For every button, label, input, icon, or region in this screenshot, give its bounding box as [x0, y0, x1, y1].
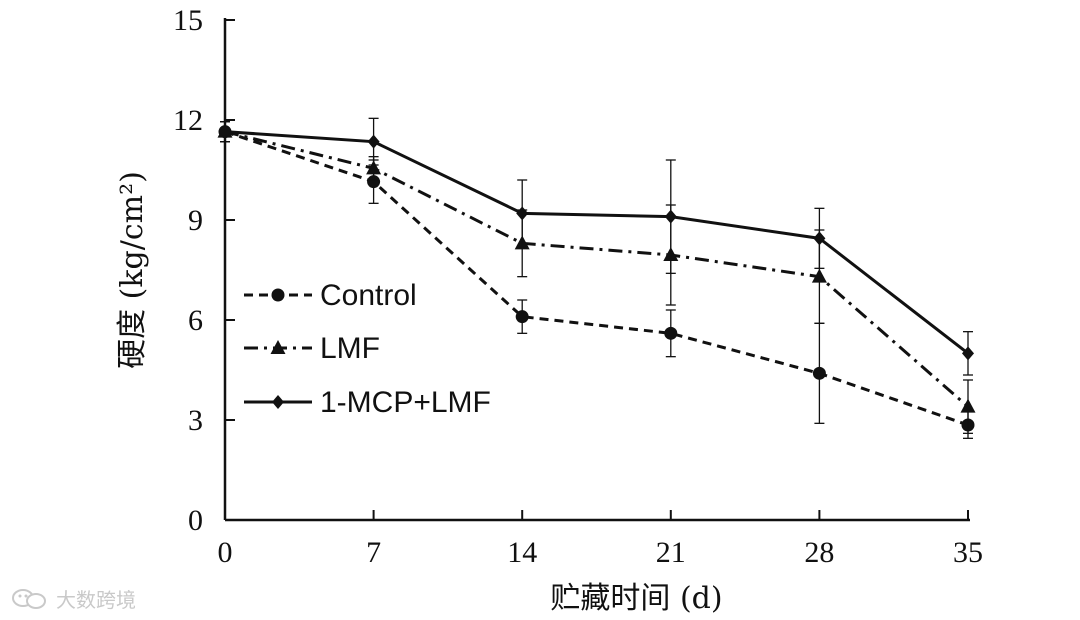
legend-item: 1-MCP+LMF — [244, 386, 491, 419]
x-axis-title: 贮藏时间 (d) — [550, 581, 722, 616]
legend-marker — [272, 395, 284, 409]
y-tick-label: 12 — [173, 104, 203, 137]
watermark: 大数跨境 — [10, 584, 136, 613]
legend-item: LMF — [244, 332, 380, 365]
y-tick-label: 3 — [188, 404, 203, 437]
legend-label: LMF — [320, 332, 380, 365]
series-line — [224, 130, 969, 408]
x-tick-label: 14 — [507, 536, 537, 569]
data-point — [811, 268, 827, 283]
x-tick-label: 7 — [366, 536, 381, 569]
y-tick-label: 6 — [188, 304, 203, 337]
data-point — [366, 160, 382, 175]
x-tick-label: 21 — [656, 536, 686, 569]
y-tick-label: 0 — [188, 504, 203, 537]
data-point — [367, 134, 380, 149]
data-point — [813, 231, 826, 246]
y-tick-label: 15 — [173, 4, 203, 37]
data-point — [367, 175, 381, 189]
wechat-logo-icon — [12, 588, 46, 609]
data-point — [812, 366, 826, 380]
axes — [223, 18, 970, 522]
data-point — [516, 206, 529, 221]
legend-marker — [270, 340, 286, 354]
data-point — [515, 310, 529, 324]
x-tick-label: 0 — [218, 536, 233, 569]
watermark-text: 大数跨境 — [56, 588, 136, 612]
series-1-mcp-lmf — [219, 117, 974, 376]
y-axis-title: 硬度 (kg/cm²) — [115, 171, 150, 369]
legend-item: Control — [244, 279, 417, 312]
y-tick-label: 9 — [188, 204, 203, 237]
data-point — [664, 209, 677, 224]
data-point — [664, 326, 678, 340]
x-tick-label: 28 — [804, 536, 834, 569]
data-point — [219, 124, 231, 139]
data-point — [960, 398, 976, 413]
x-tick-label: 35 — [953, 536, 983, 569]
legend-marker — [271, 288, 285, 302]
legend: Control LMF 1-MCP+LMF — [244, 279, 491, 419]
series-line — [224, 130, 969, 355]
legend-label: Control — [320, 279, 417, 312]
data-point — [962, 346, 974, 361]
series-layer — [217, 117, 976, 439]
ticks: 0 3 6 9 12 15 0 7 14 21 28 35 — [173, 4, 983, 569]
legend-label: 1-MCP+LMF — [320, 386, 491, 419]
